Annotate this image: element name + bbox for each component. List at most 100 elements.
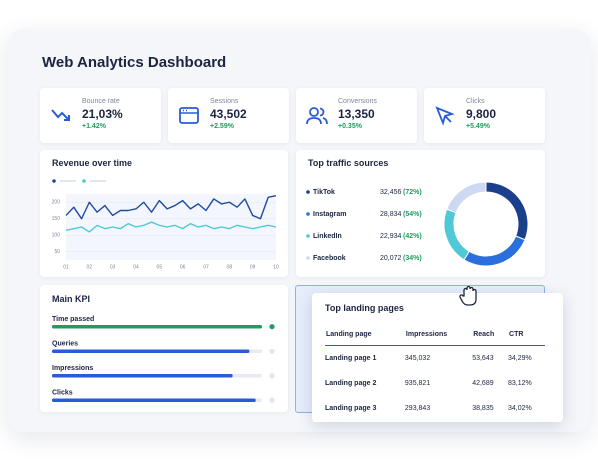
source-percent: (54%) — [403, 211, 422, 218]
source-percent: (34%) — [403, 255, 422, 262]
donut-segment — [443, 208, 470, 261]
table-cell: 83,12% — [508, 380, 532, 387]
source-name: LinkedIn — [313, 233, 342, 240]
legend-dot — [306, 234, 310, 238]
landing-card: Top landing pages Landing page Impression… — [312, 293, 563, 422]
status-icon — [269, 397, 275, 403]
kpi-label: Conversions — [338, 98, 377, 105]
column-header: Impressions — [404, 323, 473, 346]
y-tick-label: 150 — [52, 216, 61, 222]
kpi-name: Clicks — [52, 389, 73, 396]
source-name: Facebook — [313, 255, 346, 262]
kpi-icon — [435, 106, 455, 126]
status-icon — [269, 324, 275, 330]
card-title: Top traffic sources — [308, 158, 389, 168]
legend-dot — [306, 256, 310, 260]
y-tick-label: 200 — [52, 200, 61, 206]
kpi-icon — [51, 109, 70, 121]
legend — [52, 179, 106, 183]
progress-bar — [52, 374, 233, 378]
progress-bar — [52, 325, 262, 329]
status-icon — [269, 348, 275, 354]
table-row: Landing page 3 293,843 38,835 34,02% — [325, 396, 545, 421]
kpi-value: 9,800 — [466, 107, 497, 121]
kpi-card: Bounce rate 21,03% +1.42% — [40, 88, 161, 143]
legend-dot — [52, 179, 56, 183]
kpi-name: Time passed — [52, 316, 94, 323]
source-value: 20,072 — [380, 255, 402, 262]
x-tick-label: 07 — [203, 264, 209, 270]
main-kpi-card: Main KPI Time passed Queries Impressions Cl… — [40, 285, 288, 412]
source-name: TikTok — [313, 189, 335, 196]
kpi-label: Bounce rate — [82, 98, 120, 105]
kpi-card: Clicks 9,800 +5.49% — [424, 88, 545, 143]
table-cell: 38,835 — [472, 405, 494, 412]
table-cell: 34,02% — [508, 405, 532, 412]
progress-bar — [52, 349, 250, 353]
kpi-change: +2.59% — [210, 123, 234, 130]
card-title: Main KPI — [52, 294, 91, 304]
x-tick-label: 06 — [180, 264, 186, 270]
kpi-card: Conversions 13,350 +0.35% — [296, 88, 417, 143]
x-tick-label: 02 — [87, 264, 93, 270]
kpi-card: Sessions 43,502 +2.59% — [168, 88, 289, 143]
progress-chart: Time passed Queries Impressions Clicks — [52, 316, 275, 403]
kpi-value: 13,350 — [338, 107, 375, 121]
kpi-icon — [179, 107, 199, 124]
table-cell: 293,843 — [404, 405, 431, 412]
card-title: Top landing pages — [325, 303, 404, 313]
kpi-name: Queries — [52, 340, 78, 347]
header-row: Landing page Impressions Reach CTR — [325, 323, 545, 346]
kpi-change: +0.35% — [338, 123, 362, 130]
kpi-label: Clicks — [466, 98, 485, 105]
kpi-change: +1.42% — [82, 123, 106, 130]
x-tick-label: 05 — [157, 264, 163, 270]
source-percent: (72%) — [403, 189, 422, 196]
line-series — [65, 194, 277, 220]
x-tick-label: 09 — [250, 264, 256, 270]
table-cell: 42,689 — [472, 380, 494, 387]
kpi-icon — [306, 107, 328, 125]
table-cell: 34,29% — [508, 355, 532, 362]
revenue-card: Revenue over time 50 100 150 200 01 02 03 04 05 0… — [40, 150, 288, 277]
column-header: Reach — [472, 323, 509, 346]
column-header: CTR — [508, 323, 545, 346]
source-value: 28,834 — [380, 211, 402, 218]
line-series — [65, 221, 277, 233]
source-percent: (42%) — [403, 233, 422, 240]
table-cell: Landing page 1 — [325, 355, 377, 362]
table-cell: 935,821 — [404, 380, 431, 387]
kpi-change: +5.49% — [466, 123, 490, 130]
traffic-card: Top traffic sources TikTok 32,456 (72%) Ins… — [296, 150, 545, 277]
legend-dot — [82, 179, 86, 183]
kpi-value: 43,502 — [210, 107, 247, 121]
table-cell: 345,032 — [404, 355, 431, 362]
kpi-label: Sessions — [210, 98, 239, 105]
table-row: Landing page 1 345,032 53,643 34,29% — [325, 346, 545, 372]
x-tick-label: 10 — [273, 264, 279, 270]
legend-placeholder — [90, 180, 106, 182]
landing-table: Landing page Impressions Reach CTR Landing p… — [325, 323, 545, 421]
table-cell: 53,643 — [472, 355, 494, 362]
column-header: Landing page — [325, 323, 405, 346]
x-tick-label: 08 — [227, 264, 233, 270]
x-tick-label: 03 — [110, 264, 116, 270]
legend-dot — [306, 212, 310, 216]
dashboard-title: Web Analytics Dashboard — [42, 54, 227, 71]
cursor-icon — [459, 285, 477, 306]
donut-segment — [463, 235, 526, 267]
card-title: Revenue over time — [52, 158, 133, 168]
donut-segment — [446, 181, 487, 214]
x-tick-label: 04 — [133, 264, 139, 270]
progress-bar — [52, 398, 256, 402]
donut-segment — [485, 181, 529, 241]
y-tick-label: 100 — [52, 233, 61, 239]
status-icon — [269, 373, 275, 379]
y-tick-label: 50 — [54, 249, 60, 255]
table-row: Landing page 2 935,821 42,689 83,12% — [325, 371, 545, 396]
donut-chart: TikTok 32,456 (72%) Instagram 28,834 (54%) Lin… — [306, 181, 529, 267]
table-cell: Landing page 2 — [325, 380, 377, 387]
x-tick-label: 01 — [63, 264, 69, 270]
source-value: 32,456 — [380, 189, 402, 196]
